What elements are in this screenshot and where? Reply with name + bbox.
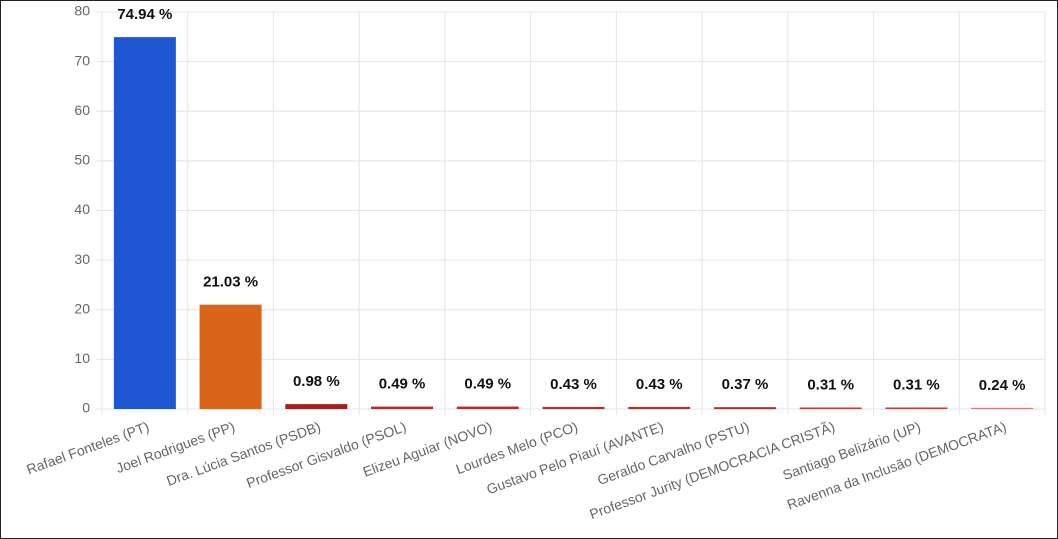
bar xyxy=(199,304,262,409)
bar xyxy=(113,37,176,409)
value-label: 0.49 % xyxy=(464,376,511,393)
y-tick-label: 10 xyxy=(74,350,90,366)
bar xyxy=(713,407,776,409)
value-label: 0.43 % xyxy=(550,376,597,393)
bar xyxy=(799,407,862,409)
y-tick-label: 40 xyxy=(74,201,90,217)
value-label: 74.94 % xyxy=(117,6,172,23)
y-tick-label: 50 xyxy=(74,152,90,168)
bar xyxy=(542,406,605,409)
y-tick-label: 0 xyxy=(82,400,90,416)
value-label: 0.43 % xyxy=(636,376,683,393)
value-label: 0.31 % xyxy=(893,376,940,393)
y-tick-label: 30 xyxy=(74,251,90,267)
y-tick-label: 60 xyxy=(74,102,90,118)
value-label: 0.98 % xyxy=(293,373,340,390)
bar xyxy=(371,406,434,409)
y-tick-label: 70 xyxy=(74,52,90,68)
value-label: 0.49 % xyxy=(379,376,426,393)
y-tick-label: 20 xyxy=(74,300,90,316)
value-label: 0.31 % xyxy=(807,376,854,393)
bar xyxy=(971,407,1034,409)
bar xyxy=(456,406,519,409)
bar xyxy=(285,404,348,409)
value-label: 0.37 % xyxy=(722,376,769,393)
bar xyxy=(885,407,948,409)
value-label: 21.03 % xyxy=(203,274,258,291)
bar xyxy=(628,406,691,409)
value-label: 0.24 % xyxy=(979,377,1026,394)
y-tick-label: 80 xyxy=(74,3,90,19)
